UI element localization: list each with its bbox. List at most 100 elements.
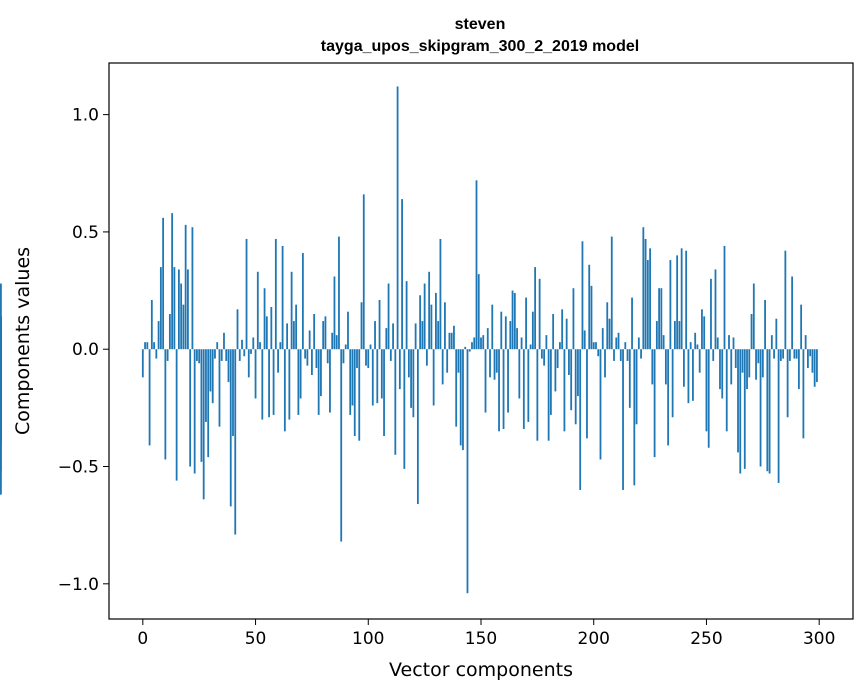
- bar: [509, 321, 512, 350]
- bar: [516, 328, 518, 350]
- bar: [344, 344, 347, 350]
- bar: [498, 349, 500, 432]
- bar: [795, 349, 798, 359]
- bar: [631, 297, 633, 350]
- bar: [0, 349, 2, 495]
- bar: [507, 349, 509, 413]
- y-tick-label: 0.5: [72, 223, 99, 243]
- bar: [450, 332, 453, 350]
- bar: [687, 349, 690, 404]
- bar: [315, 349, 318, 368]
- bar: [425, 349, 428, 366]
- bar: [617, 332, 620, 350]
- bar: [421, 321, 424, 350]
- bar: [750, 314, 753, 350]
- bar: [714, 269, 717, 350]
- bar: [725, 349, 728, 432]
- bar: [522, 349, 525, 429]
- bar: [347, 311, 349, 350]
- bar: [245, 238, 248, 350]
- bar: [211, 349, 214, 404]
- bar: [642, 227, 645, 350]
- bar: [732, 337, 735, 350]
- bar: [444, 302, 446, 350]
- bar: [543, 349, 546, 366]
- bar: [335, 335, 338, 350]
- bar: [146, 342, 149, 350]
- bar: [277, 349, 279, 373]
- bar: [155, 349, 158, 359]
- bar: [396, 86, 399, 350]
- bar: [586, 349, 588, 439]
- bar: [746, 349, 748, 390]
- bar: [619, 349, 622, 361]
- bar: [153, 342, 155, 350]
- bar: [622, 349, 624, 490]
- plot-area-frame: [108, 62, 854, 620]
- bar: [281, 245, 284, 350]
- bar: [570, 349, 573, 411]
- bar: [229, 349, 232, 507]
- bar: [216, 342, 219, 350]
- bar: [175, 349, 178, 481]
- bar: [599, 349, 602, 460]
- bar: [376, 349, 379, 404]
- bar: [193, 349, 196, 474]
- bar: [655, 321, 658, 350]
- bar: [662, 335, 665, 350]
- bar: [243, 349, 246, 357]
- bar: [380, 349, 383, 399]
- bar: [775, 318, 778, 350]
- bar: [259, 342, 261, 350]
- bar: [272, 349, 275, 415]
- bar: [486, 328, 489, 350]
- bar: [180, 283, 183, 350]
- bar: [813, 349, 816, 387]
- bar: [610, 236, 613, 350]
- bar: [552, 314, 555, 350]
- bar: [432, 349, 435, 406]
- bar: [441, 349, 444, 385]
- bar: [187, 269, 189, 350]
- bar: [504, 316, 507, 350]
- bar: [311, 349, 313, 376]
- bar: [527, 349, 530, 422]
- bar: [637, 337, 640, 350]
- bar: [671, 349, 674, 418]
- bar: [0, 342, 2, 350]
- bar: [604, 349, 606, 378]
- bar: [405, 281, 408, 350]
- bar: [606, 302, 609, 350]
- bar: [680, 248, 683, 350]
- bar: [577, 349, 579, 397]
- bar: [263, 288, 266, 350]
- bar: [157, 321, 160, 350]
- x-tick-label: 0: [137, 629, 148, 649]
- bar: [453, 325, 455, 350]
- bar: [689, 342, 692, 350]
- bar: [313, 314, 316, 350]
- bar: [301, 253, 304, 350]
- bar: [177, 269, 180, 350]
- bar: [283, 349, 286, 432]
- bar: [705, 349, 708, 432]
- bar: [480, 337, 482, 350]
- bar: [766, 349, 769, 472]
- y-tick-label: −1.0: [58, 575, 99, 595]
- bar: [234, 349, 237, 535]
- y-tick-label: 1.0: [72, 106, 99, 126]
- bar: [694, 332, 697, 350]
- bar: [743, 349, 746, 469]
- bar: [446, 349, 449, 373]
- bar: [613, 349, 615, 361]
- bar: [448, 332, 451, 350]
- bar: [168, 314, 171, 350]
- bar: [419, 295, 422, 350]
- bar: [739, 349, 742, 474]
- bar: [304, 349, 307, 359]
- bar: [752, 283, 755, 350]
- bar: [412, 349, 415, 418]
- bar: [394, 349, 397, 455]
